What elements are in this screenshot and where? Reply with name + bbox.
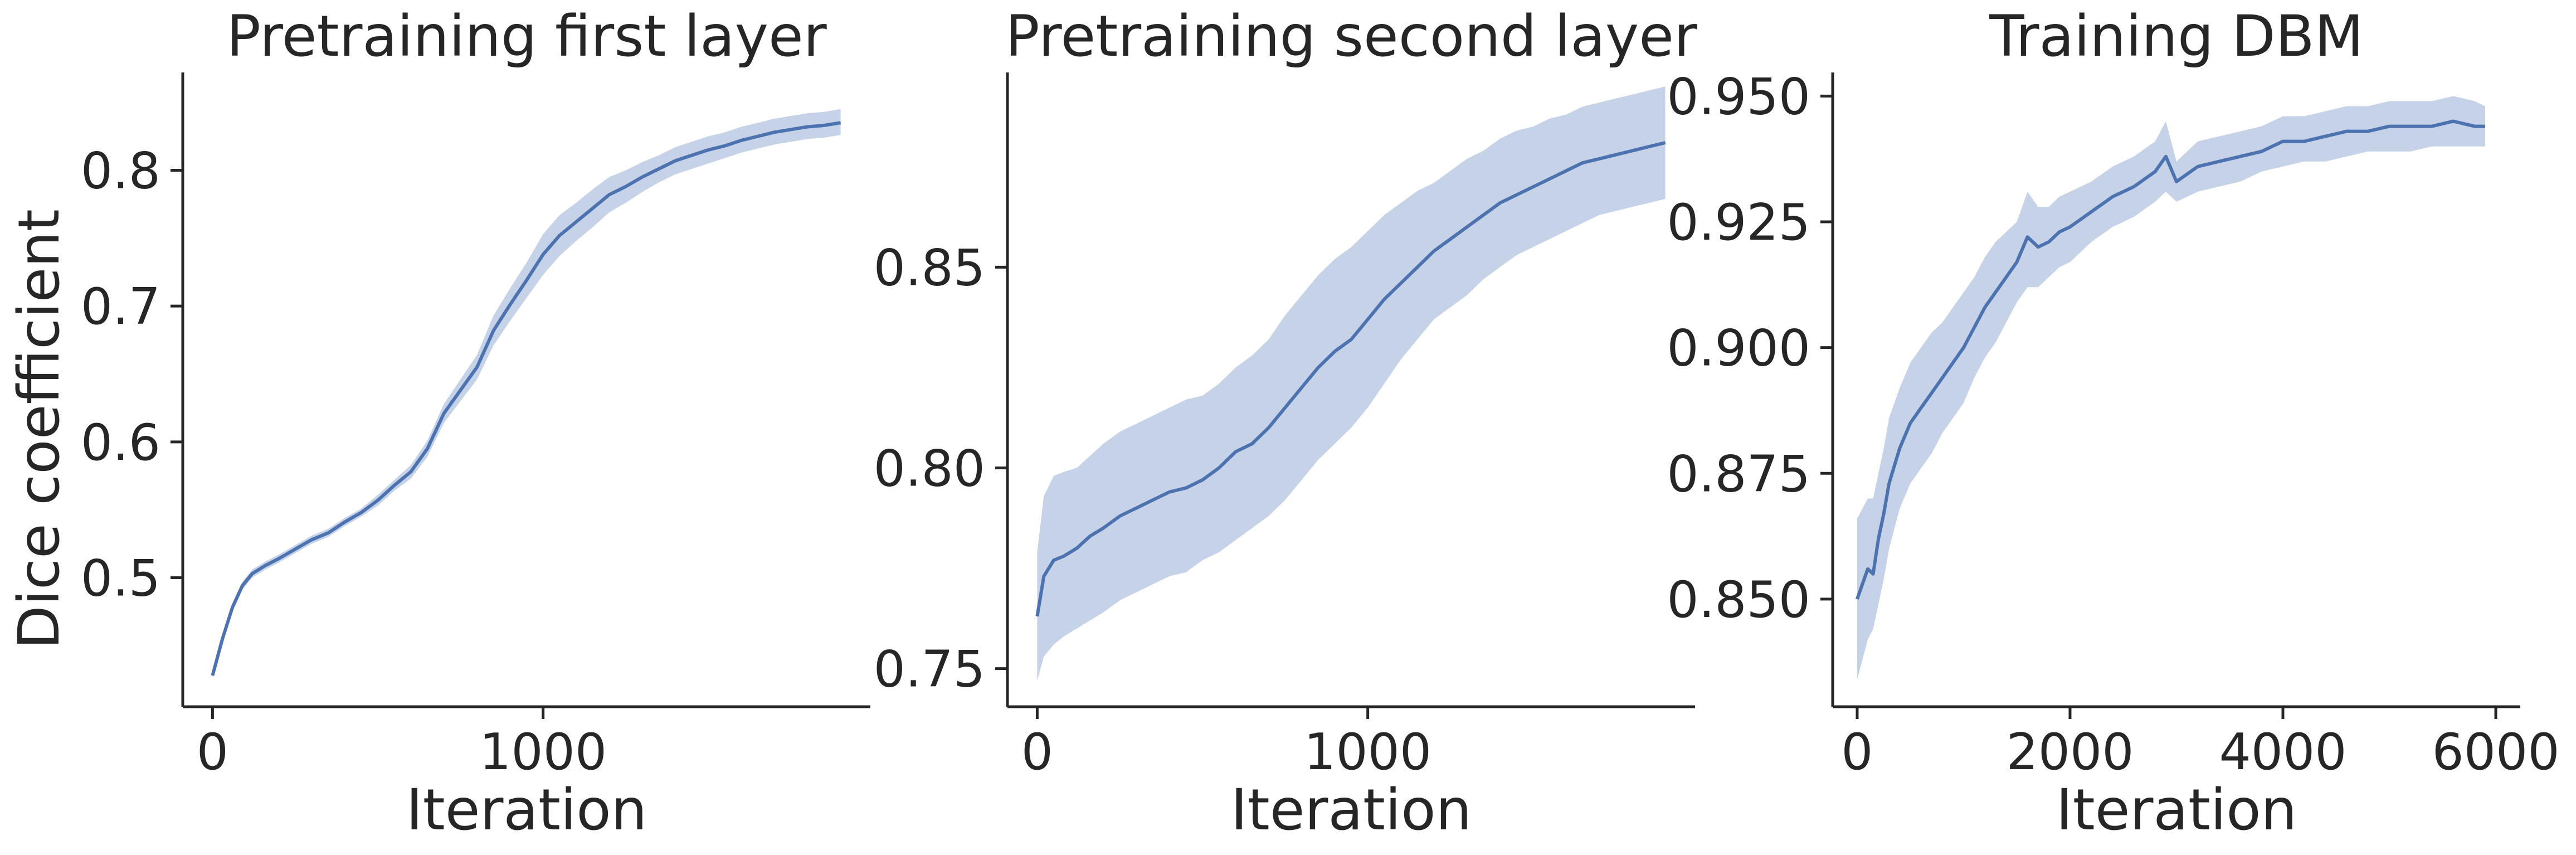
y-axis-label: Dice coefficient xyxy=(6,209,72,649)
y-tick-label: 0.850 xyxy=(1667,571,1810,629)
x-tick-label: 1000 xyxy=(479,723,607,781)
y-tick-label: 0.85 xyxy=(874,239,985,297)
chart-title: Pretraining first layer xyxy=(226,3,826,70)
x-tick-label: 6000 xyxy=(2432,723,2560,781)
x-axis-label: Iteration xyxy=(2056,777,2297,843)
y-tick-label: 0.75 xyxy=(874,640,985,699)
confidence-band xyxy=(1857,96,2485,680)
x-tick-label: 1000 xyxy=(1304,723,1431,781)
y-tick-label: 0.925 xyxy=(1667,193,1810,252)
plot-area: 0 1000 0.5 0.6 0.7 0.8 xyxy=(81,109,841,781)
x-axis-label: Iteration xyxy=(406,777,647,843)
x-tick-label: 0 xyxy=(1021,723,1053,781)
y-tick-label: 0.80 xyxy=(874,439,985,498)
panel-pretraining-first-layer: 0 1000 0.5 0.6 0.7 0.8 Pretraining first laye… xyxy=(6,3,870,843)
y-tick-label: 0.6 xyxy=(81,414,160,472)
y-tick-label: 0.875 xyxy=(1667,445,1810,503)
y-tick-label: 0.8 xyxy=(81,142,160,200)
confidence-band xyxy=(1037,86,1666,681)
x-tick-label: 2000 xyxy=(2006,723,2134,781)
chart-title: Pretraining second layer xyxy=(1005,3,1697,70)
y-tick-label: 0.900 xyxy=(1667,319,1810,378)
x-tick-label: 0 xyxy=(1841,723,1873,781)
chart-title: Training DBM xyxy=(1989,3,2363,70)
y-tick-label: 0.7 xyxy=(81,278,160,336)
series-line xyxy=(1856,119,2485,600)
y-tick-label: 0.5 xyxy=(81,550,160,608)
panel-training-dbm: 0 2000 4000 6000 0.850 0.875 0.900 0.925 0.950 T… xyxy=(1667,3,2559,843)
plot-area: 0 1000 0.75 0.80 0.85 xyxy=(874,86,1666,781)
series-line xyxy=(211,121,841,676)
x-axis-label: Iteration xyxy=(1231,777,1472,843)
series-line xyxy=(1035,141,1666,617)
y-tick-label: 0.950 xyxy=(1667,67,1810,126)
confidence-band xyxy=(212,109,841,678)
panel-pretraining-second-layer: 0 1000 0.75 0.80 0.85 Pretraining second lay… xyxy=(874,3,1697,843)
x-tick-label: 0 xyxy=(197,723,228,781)
plot-area: 0 2000 4000 6000 0.850 0.875 0.900 0.925 0.950 xyxy=(1667,67,2559,781)
x-tick-label: 4000 xyxy=(2219,723,2346,781)
